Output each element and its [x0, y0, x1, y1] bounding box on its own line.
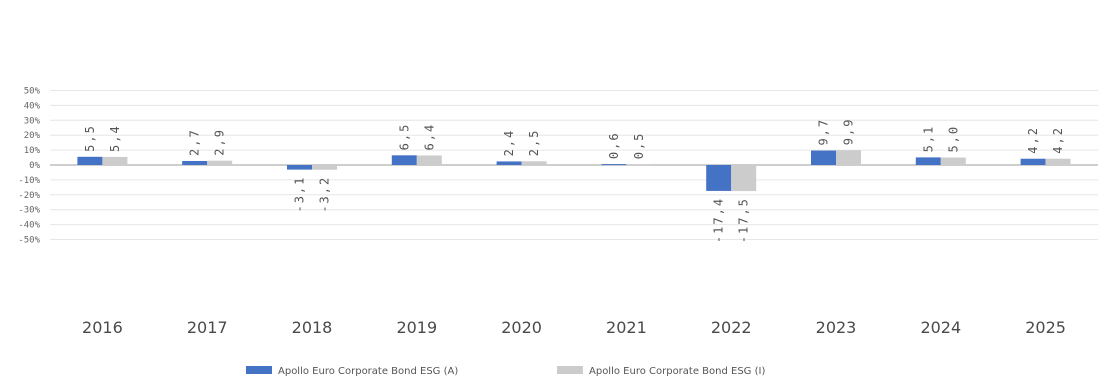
data-label: 2,5 [527, 129, 541, 157]
data-labels: 5,5 5,4 2,7 2,9 -3,1 -3,2 6,5 6,4 2,4 2,5 0,6 0,5 -1… [83, 118, 1065, 244]
legend-swatch [557, 366, 583, 374]
bar-series-i-2023 [836, 150, 861, 165]
data-label: 2,7 [188, 128, 202, 156]
x-tick-label: 2020 [501, 318, 542, 337]
bar-series-i-2016 [102, 156, 128, 165]
y-tick-label: 40% [24, 101, 41, 111]
data-label: 5,0 [946, 125, 960, 153]
x-tick-label: 2017 [187, 318, 228, 337]
bar-series-i-2024 [940, 157, 966, 165]
data-label: 6,5 [397, 123, 411, 151]
legend-label: Apollo Euro Corporate Bond ESG (I) [589, 366, 765, 377]
bar-series-a-2023 [811, 150, 836, 165]
data-label: 2,9 [213, 128, 227, 156]
data-label: 5,4 [108, 124, 122, 152]
bar-series-a-2024 [915, 157, 941, 165]
y-tick-label: -40% [18, 221, 40, 231]
y-tick-label: -30% [18, 206, 40, 216]
data-label: 6,4 [422, 123, 436, 151]
data-label: 0,5 [632, 132, 646, 160]
y-axis-ticks: 50% 40% 30% 20% 10% 0% -10% -20% -30% -40% -50% [18, 87, 40, 246]
bar-series-a-2020 [496, 161, 522, 165]
y-tick-label: -10% [18, 176, 40, 186]
bar-series-a-2021 [601, 164, 627, 166]
y-tick-label: -50% [18, 236, 40, 246]
data-label: 5,5 [83, 124, 97, 152]
bar-series-i-2022 [731, 165, 757, 192]
bars [77, 150, 1071, 192]
x-tick-label: 2024 [920, 318, 961, 337]
y-tick-label: 20% [24, 131, 41, 141]
x-tick-label: 2018 [292, 318, 333, 337]
data-label: -17,4 [712, 197, 726, 243]
data-label: 5,1 [921, 125, 935, 153]
bar-series-a-2022 [706, 165, 732, 191]
x-tick-label: 2025 [1025, 318, 1066, 337]
bar-series-i-2021 [626, 164, 652, 166]
y-tick-label: 30% [24, 116, 41, 126]
x-tick-label: 2021 [606, 318, 647, 337]
x-tick-label: 2023 [816, 318, 857, 337]
bar-series-i-2025 [1045, 158, 1071, 165]
data-label: -3,2 [318, 176, 332, 213]
bar-series-i-2020 [521, 161, 547, 165]
bar-series-i-2017 [207, 160, 233, 165]
bar-series-a-2017 [182, 160, 208, 165]
y-tick-label: 0% [29, 161, 40, 171]
data-label: 2,4 [502, 129, 516, 157]
data-label: 9,9 [842, 118, 856, 146]
bar-series-i-2018 [312, 165, 337, 170]
bar-series-a-2018 [287, 165, 312, 170]
x-tick-label: 2016 [82, 318, 123, 337]
data-label: 4,2 [1051, 126, 1065, 154]
data-label: 4,2 [1026, 126, 1040, 154]
bar-series-a-2019 [391, 155, 417, 165]
legend: Apollo Euro Corporate Bond ESG (A) Apollo… [246, 366, 765, 377]
data-label: 9,7 [817, 118, 831, 146]
y-tick-label: -20% [18, 191, 40, 201]
bar-series-i-2019 [416, 155, 442, 165]
x-axis-ticks: 2016 2017 2018 2019 2020 2021 2022 2023 2024 2025 [82, 318, 1066, 337]
data-label: -3,1 [293, 176, 307, 213]
data-label: 0,6 [607, 131, 621, 159]
y-tick-label: 50% [24, 87, 41, 97]
bar-series-a-2016 [77, 156, 103, 165]
legend-swatch [246, 366, 272, 374]
data-label: -17,5 [737, 197, 751, 243]
x-tick-label: 2022 [711, 318, 752, 337]
bar-series-a-2025 [1020, 158, 1046, 165]
x-tick-label: 2019 [396, 318, 437, 337]
y-tick-label: 10% [24, 146, 41, 156]
legend-label: Apollo Euro Corporate Bond ESG (A) [278, 366, 458, 377]
